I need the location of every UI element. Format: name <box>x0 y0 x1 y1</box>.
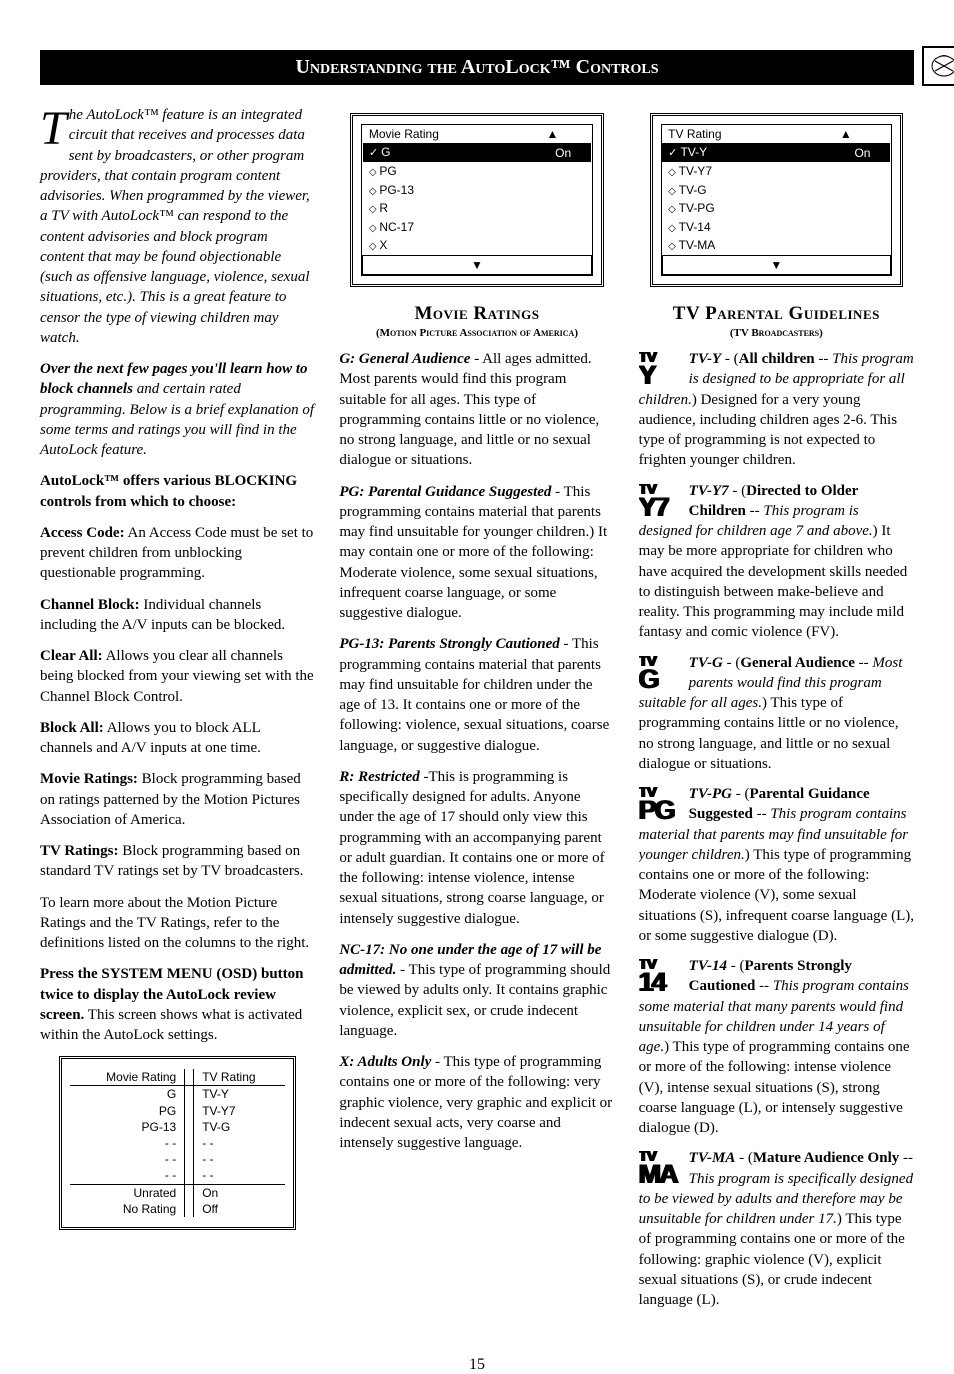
movie-rating-menu: Movie Rating▲ GOn PG PG-13 R NC-17 X ▼ <box>350 113 603 287</box>
tv-menu-title: TV Rating <box>662 125 801 143</box>
press-menu-paragraph: Press the SYSTEM MENU (OSD) button twice… <box>40 964 315 1045</box>
tv-menu-pg[interactable]: TV-PG <box>662 199 890 218</box>
tv-menu-g[interactable]: TV-G <box>662 181 890 200</box>
review-movie-header: Movie Rating <box>70 1069 184 1086</box>
down-arrow-icon[interactable]: ▼ <box>363 255 591 274</box>
tv-ma-icon: TVMA <box>639 1150 683 1188</box>
tv-y-block: TVY TV-Y - (All children -- This program… <box>639 349 914 471</box>
tv-guidelines-title: TV Parental Guidelines <box>639 301 914 327</box>
rating-pg: PG: Parental Guidance Suggested - This p… <box>339 482 614 624</box>
tv-14-block: TV14 TV-14 - (Parents Strongly Cautioned… <box>639 956 914 1138</box>
movie-menu-nc17[interactable]: NC-17 <box>363 218 591 237</box>
channel-block-label: Channel Block: <box>40 597 140 613</box>
movie-menu-x[interactable]: X <box>363 236 591 255</box>
block-all-label: Block All: <box>40 720 104 736</box>
clear-all-paragraph: Clear All: Allows you clear all channels… <box>40 646 315 707</box>
movie-menu-state: On <box>514 143 591 162</box>
intro-paragraph: The AutoLock™ feature is an integrated c… <box>40 105 315 348</box>
review-table: Movie RatingTV Rating GTV-Y PGTV-Y7 PG-1… <box>70 1069 285 1217</box>
movie-ratings-section-head: Movie Ratings (Motion Picture Associatio… <box>339 301 614 341</box>
movie-ratings-subtitle: (Motion Picture Association of America) <box>339 326 614 341</box>
block-all-paragraph: Block All: Allows you to block ALL chann… <box>40 718 315 759</box>
page-number: 15 <box>0 1356 954 1374</box>
learn-how-paragraph: Over the next few pages you'll learn how… <box>40 359 315 460</box>
tv-ma-block: TVMA TV-MA - (Mature Audience Only -- Th… <box>639 1148 914 1310</box>
tv-menu-y7[interactable]: TV-Y7 <box>662 162 890 181</box>
tv-y7-icon: TVY7 <box>639 483 683 521</box>
channel-block-paragraph: Channel Block: Individual channels inclu… <box>40 595 315 636</box>
tv-rating-menu: TV Rating▲ TV-YOn TV-Y7 TV-G TV-PG TV-14… <box>650 113 903 287</box>
movie-ratings-title: Movie Ratings <box>339 301 614 327</box>
rating-nc17: NC-17: No one under the age of 17 will b… <box>339 940 614 1041</box>
tv-ratings-label: TV Ratings: <box>40 843 119 859</box>
autolock-review-screen: Movie RatingTV Rating GTV-Y PGTV-Y7 PG-1… <box>59 1056 296 1230</box>
tv-menu-ma[interactable]: TV-MA <box>662 236 890 255</box>
access-code-label: Access Code: <box>40 525 125 541</box>
rating-r: R: Restricted -This is programming is sp… <box>339 767 614 929</box>
tv-guidelines-section-head: TV Parental Guidelines (TV Broadcasters) <box>639 301 914 341</box>
movie-ratings-label: Movie Ratings: <box>40 771 138 787</box>
movie-menu-pg[interactable]: PG <box>363 162 591 181</box>
tv-guidelines-subtitle: (TV Broadcasters) <box>639 326 914 341</box>
access-code-paragraph: Access Code: An Access Code must be set … <box>40 523 315 584</box>
learn-more-paragraph: To learn more about the Motion Picture R… <box>40 893 315 954</box>
tv-menu-selected[interactable]: TV-Y <box>662 143 801 162</box>
tv-pg-block: TVPG TV-PG - (Parental Guidance Suggeste… <box>639 784 914 946</box>
tv-14-icon: TV14 <box>639 958 683 996</box>
tv-g-block: TVG TV-G - (General Audience -- Most par… <box>639 653 914 775</box>
header-icon <box>922 46 954 86</box>
rating-pg13: PG-13: Parents Strongly Cautioned - This… <box>339 634 614 756</box>
page-body: The AutoLock™ feature is an integrated c… <box>0 85 954 1350</box>
tv-y-icon: TVY <box>639 351 683 389</box>
clear-all-label: Clear All: <box>40 648 103 664</box>
up-arrow-icon[interactable]: ▲ <box>514 125 591 143</box>
tv-ratings-paragraph: TV Ratings: Block programming based on s… <box>40 841 315 882</box>
down-arrow-icon[interactable]: ▼ <box>662 255 890 274</box>
movie-menu-title: Movie Rating <box>363 125 514 143</box>
movie-ratings-paragraph: Movie Ratings: Block programming based o… <box>40 769 315 830</box>
rating-x: X: Adults Only - This type of programmin… <box>339 1052 614 1153</box>
movie-menu-r[interactable]: R <box>363 199 591 218</box>
tv-g-icon: TVG <box>639 655 683 693</box>
blocking-controls-heading: AutoLock™ offers various BLOCKING contro… <box>40 471 315 512</box>
review-tv-header: TV Rating <box>194 1069 285 1086</box>
tv-menu-14[interactable]: TV-14 <box>662 218 890 237</box>
rating-g: G: General Audience - All ages admitted.… <box>339 349 614 471</box>
tv-menu-state: On <box>801 143 890 162</box>
movie-menu-selected[interactable]: G <box>363 143 514 162</box>
up-arrow-icon[interactable]: ▲ <box>801 125 890 143</box>
movie-menu-pg13[interactable]: PG-13 <box>363 181 591 200</box>
tv-pg-icon: TVPG <box>639 786 683 824</box>
header-bar: Understanding the AutoLock™ Controls <box>40 50 914 85</box>
tv-y7-block: TVY7 TV-Y7 - (Directed to Older Children… <box>639 481 914 643</box>
page-title: Understanding the AutoLock™ Controls <box>295 56 658 79</box>
